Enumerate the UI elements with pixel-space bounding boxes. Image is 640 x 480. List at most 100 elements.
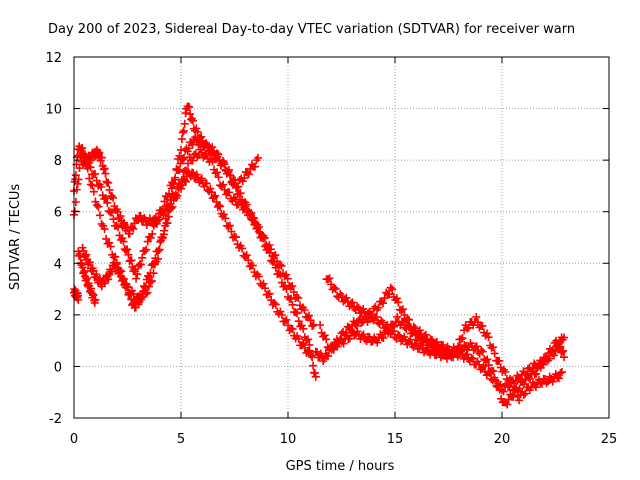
data-point bbox=[232, 183, 241, 192]
data-point bbox=[534, 375, 543, 384]
data-point bbox=[458, 334, 467, 343]
data-point bbox=[105, 238, 114, 247]
data-point bbox=[109, 193, 118, 202]
y-tick-label: 8 bbox=[54, 154, 62, 169]
x-tick-label: 25 bbox=[601, 432, 618, 447]
data-point bbox=[499, 387, 508, 396]
data-point bbox=[293, 309, 302, 318]
data-point bbox=[219, 210, 228, 219]
data-point bbox=[138, 253, 147, 262]
data-point bbox=[212, 149, 221, 158]
data-point bbox=[483, 329, 492, 338]
data-point bbox=[489, 343, 498, 352]
data-point bbox=[309, 361, 318, 370]
data-point bbox=[236, 189, 245, 198]
data-point bbox=[397, 306, 406, 315]
data-point bbox=[229, 193, 238, 202]
data-point bbox=[305, 346, 314, 355]
y-tick-label: 12 bbox=[45, 51, 62, 66]
data-point bbox=[74, 295, 83, 304]
data-point bbox=[283, 274, 292, 283]
data-point bbox=[208, 143, 217, 152]
data-point bbox=[468, 354, 477, 363]
data-point bbox=[242, 251, 251, 260]
data-point bbox=[173, 191, 182, 200]
data-point bbox=[531, 383, 540, 392]
data-point bbox=[202, 179, 211, 188]
data-point bbox=[171, 173, 180, 182]
data-point bbox=[520, 380, 529, 389]
data-point bbox=[138, 293, 147, 302]
data-point bbox=[213, 168, 222, 177]
data-point bbox=[180, 119, 189, 128]
data-point bbox=[139, 287, 148, 296]
data-point bbox=[197, 136, 206, 145]
data-point bbox=[457, 335, 466, 344]
data-point bbox=[154, 245, 163, 254]
data-point bbox=[86, 163, 95, 172]
y-tick-label: -2 bbox=[49, 412, 62, 427]
data-point bbox=[221, 214, 230, 223]
data-point bbox=[556, 368, 565, 377]
data-point bbox=[265, 289, 274, 298]
data-point bbox=[452, 348, 461, 357]
data-point bbox=[124, 250, 133, 259]
data-point bbox=[234, 182, 243, 191]
data-point bbox=[85, 174, 94, 183]
data-point bbox=[133, 270, 142, 279]
data-point bbox=[106, 242, 115, 251]
data-point bbox=[556, 342, 565, 351]
data-point bbox=[225, 188, 234, 197]
data-point bbox=[292, 293, 301, 302]
data-point bbox=[85, 258, 94, 267]
data-point bbox=[386, 283, 395, 292]
data-point bbox=[416, 331, 425, 340]
data-point bbox=[501, 367, 510, 376]
data-point bbox=[216, 202, 225, 211]
data-point bbox=[299, 339, 308, 348]
data-point bbox=[105, 185, 114, 194]
data-point bbox=[240, 173, 249, 182]
data-point bbox=[140, 247, 149, 256]
data-point bbox=[244, 256, 253, 265]
data-point bbox=[503, 400, 512, 409]
data-point bbox=[337, 292, 346, 301]
data-point bbox=[101, 169, 110, 178]
plot-border bbox=[73, 56, 610, 419]
data-point bbox=[554, 374, 563, 383]
data-point bbox=[299, 324, 308, 333]
data-point bbox=[307, 351, 316, 360]
data-point bbox=[184, 144, 193, 153]
data-point bbox=[536, 363, 545, 372]
data-point bbox=[181, 109, 190, 118]
data-point bbox=[114, 223, 123, 232]
data-point bbox=[146, 233, 155, 242]
data-point bbox=[405, 323, 414, 332]
data-point bbox=[113, 207, 122, 216]
data-point bbox=[394, 298, 403, 307]
data-point bbox=[560, 333, 569, 342]
data-point bbox=[260, 233, 269, 242]
data-point bbox=[78, 144, 87, 153]
data-point bbox=[245, 207, 254, 216]
data-point bbox=[322, 335, 331, 344]
data-point bbox=[248, 261, 257, 270]
data-point bbox=[168, 203, 177, 212]
data-point bbox=[86, 180, 95, 189]
data-point bbox=[74, 175, 83, 184]
data-point bbox=[185, 102, 194, 111]
data-point bbox=[420, 334, 429, 343]
data-point bbox=[350, 331, 359, 340]
data-point bbox=[95, 211, 104, 220]
data-point bbox=[330, 283, 339, 292]
y-tick-label: 10 bbox=[45, 103, 62, 118]
data-point bbox=[259, 231, 268, 240]
data-point bbox=[324, 275, 333, 284]
data-point bbox=[305, 311, 314, 320]
data-point bbox=[442, 354, 451, 363]
data-point bbox=[238, 244, 247, 253]
data-point bbox=[479, 362, 488, 371]
data-point bbox=[104, 178, 113, 187]
data-point bbox=[165, 189, 174, 198]
data-point bbox=[120, 218, 129, 227]
